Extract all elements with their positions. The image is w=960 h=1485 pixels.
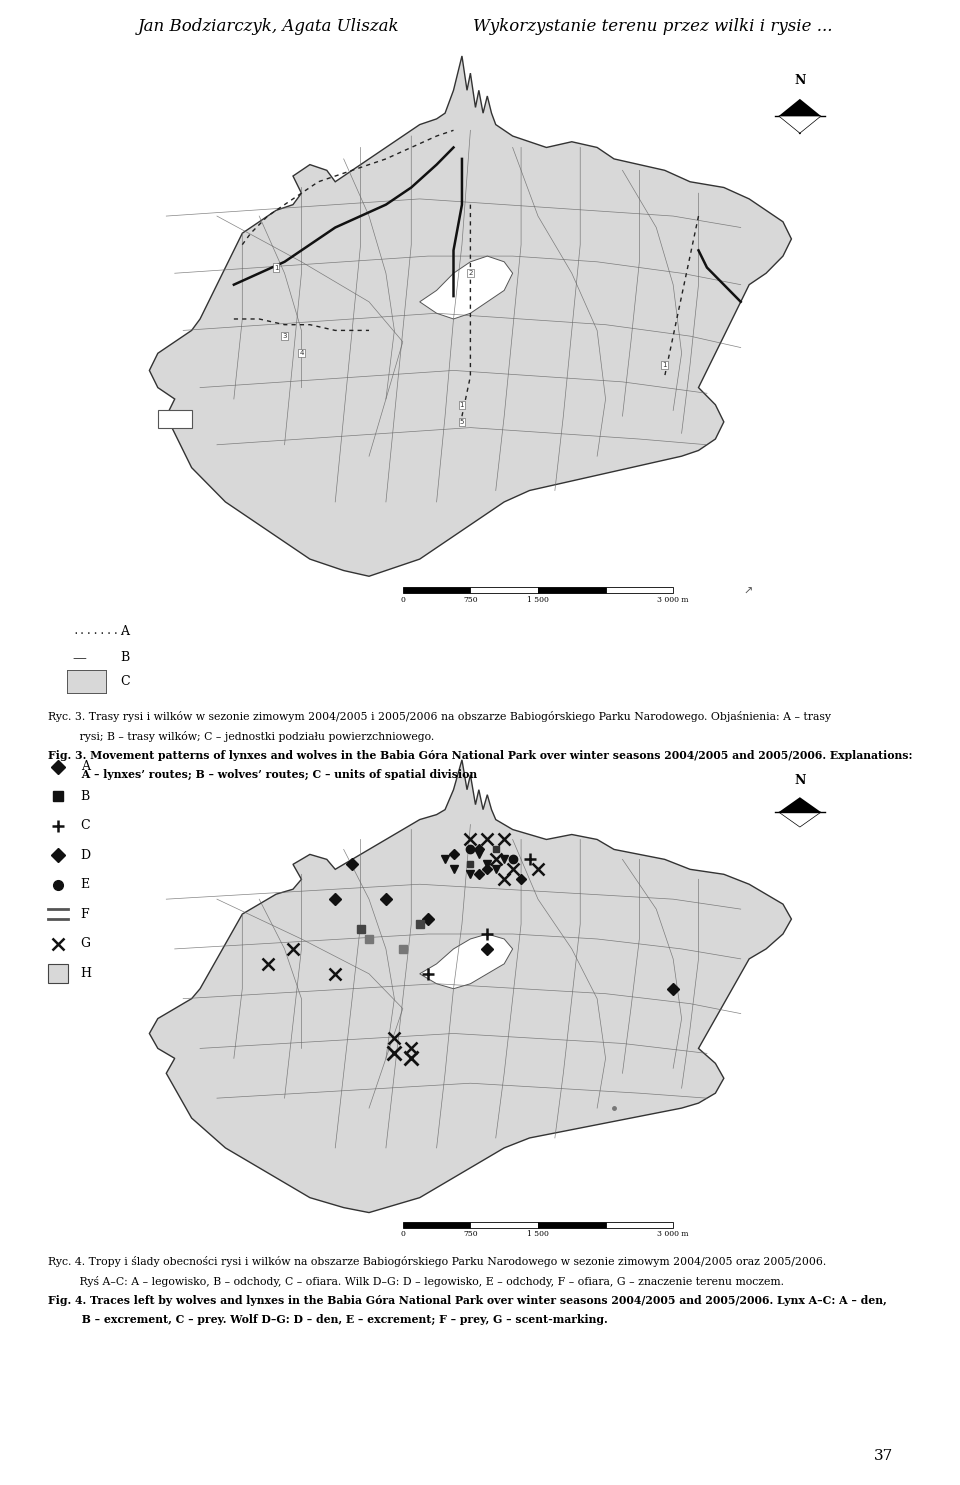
Text: B: B [81,790,90,802]
Text: 750: 750 [463,1230,478,1238]
Text: Ryc. 3. Trasy rysi i wilków w sezonie zimowym 2004/2005 i 2005/2006 na obszarze : Ryc. 3. Trasy rysi i wilków w sezonie zi… [48,711,831,722]
Polygon shape [779,99,821,116]
Polygon shape [150,760,791,1213]
Text: 0: 0 [400,597,405,604]
Text: ........: ........ [72,627,126,636]
Text: B: B [120,652,130,664]
Text: 1: 1 [460,402,465,408]
Bar [403,1222,470,1228]
Text: A – lynxes’ routes; B – wolves’ routes; C – units of spatial division: A – lynxes’ routes; B – wolves’ routes; … [48,769,477,780]
Text: 3 000 m: 3 000 m [658,1230,689,1238]
Text: C: C [120,676,130,688]
Bar [538,587,606,594]
Text: $\nearrow$: $\nearrow$ [741,585,753,595]
Bar [157,410,192,428]
Text: 750: 750 [463,597,478,604]
Text: 1: 1 [662,362,667,368]
Text: 37: 37 [874,1449,893,1463]
Text: Jan Bodziarczyk, Agata Uliszak: Jan Bodziarczyk, Agata Uliszak [138,18,399,36]
Text: N: N [794,774,805,787]
Text: 5: 5 [460,419,464,425]
Text: N: N [794,74,805,88]
Bar [606,587,673,594]
Bar [470,1222,538,1228]
Text: F: F [81,907,89,921]
Text: rysi; B – trasy wilków; C – jednostki podziału powierzchniowego.: rysi; B – trasy wilków; C – jednostki po… [48,731,434,741]
Polygon shape [420,934,513,989]
Bar [470,587,538,594]
Bar [538,1222,606,1228]
Bar [606,1222,673,1228]
Polygon shape [150,56,791,576]
Text: E: E [81,878,90,891]
Text: 2: 2 [468,270,472,276]
Text: A: A [120,625,129,637]
Text: 3: 3 [282,333,287,339]
Text: Ryś A–C: A – legowisko, B – odchody, C – ofiara. Wilk D–G: D – legowisko, E – od: Ryś A–C: A – legowisko, B – odchody, C –… [48,1276,784,1286]
Text: Wykorzystanie terenu przez wilki i rysie ...: Wykorzystanie terenu przez wilki i rysie… [473,18,832,36]
Text: —: — [72,650,85,665]
Text: Ryc. 4. Tropy i ślady obecności rysi i wilków na obszarze Babiogórskiego Parku N: Ryc. 4. Tropy i ślady obecności rysi i w… [48,1256,827,1267]
Text: A: A [81,760,89,774]
Text: Fig. 4. Traces left by wolves and lynxes in the Babia Góra National Park over wi: Fig. 4. Traces left by wolves and lynxes… [48,1295,887,1305]
Text: D: D [81,848,91,861]
Text: G: G [81,937,90,950]
Text: 1 500: 1 500 [527,597,549,604]
Text: Fig. 3. Movement patterns of lynxes and wolves in the Babia Góra National Park o: Fig. 3. Movement patterns of lynxes and … [48,750,913,760]
Text: B – excrement, C – prey. Wolf D–G: D – den, E – excrement; F – prey, G – scent-m: B – excrement, C – prey. Wolf D–G: D – d… [48,1314,608,1325]
Polygon shape [779,812,821,827]
Text: 3 000 m: 3 000 m [658,597,689,604]
Text: H: H [81,967,91,980]
Bar [403,587,470,594]
Bar [48,964,68,983]
Text: 4: 4 [300,350,303,356]
Text: 1: 1 [274,264,278,270]
Polygon shape [779,797,821,812]
Text: 1 500: 1 500 [527,1230,549,1238]
Text: C: C [81,820,90,832]
Polygon shape [420,255,513,319]
Text: 0: 0 [400,1230,405,1238]
Polygon shape [779,116,821,134]
